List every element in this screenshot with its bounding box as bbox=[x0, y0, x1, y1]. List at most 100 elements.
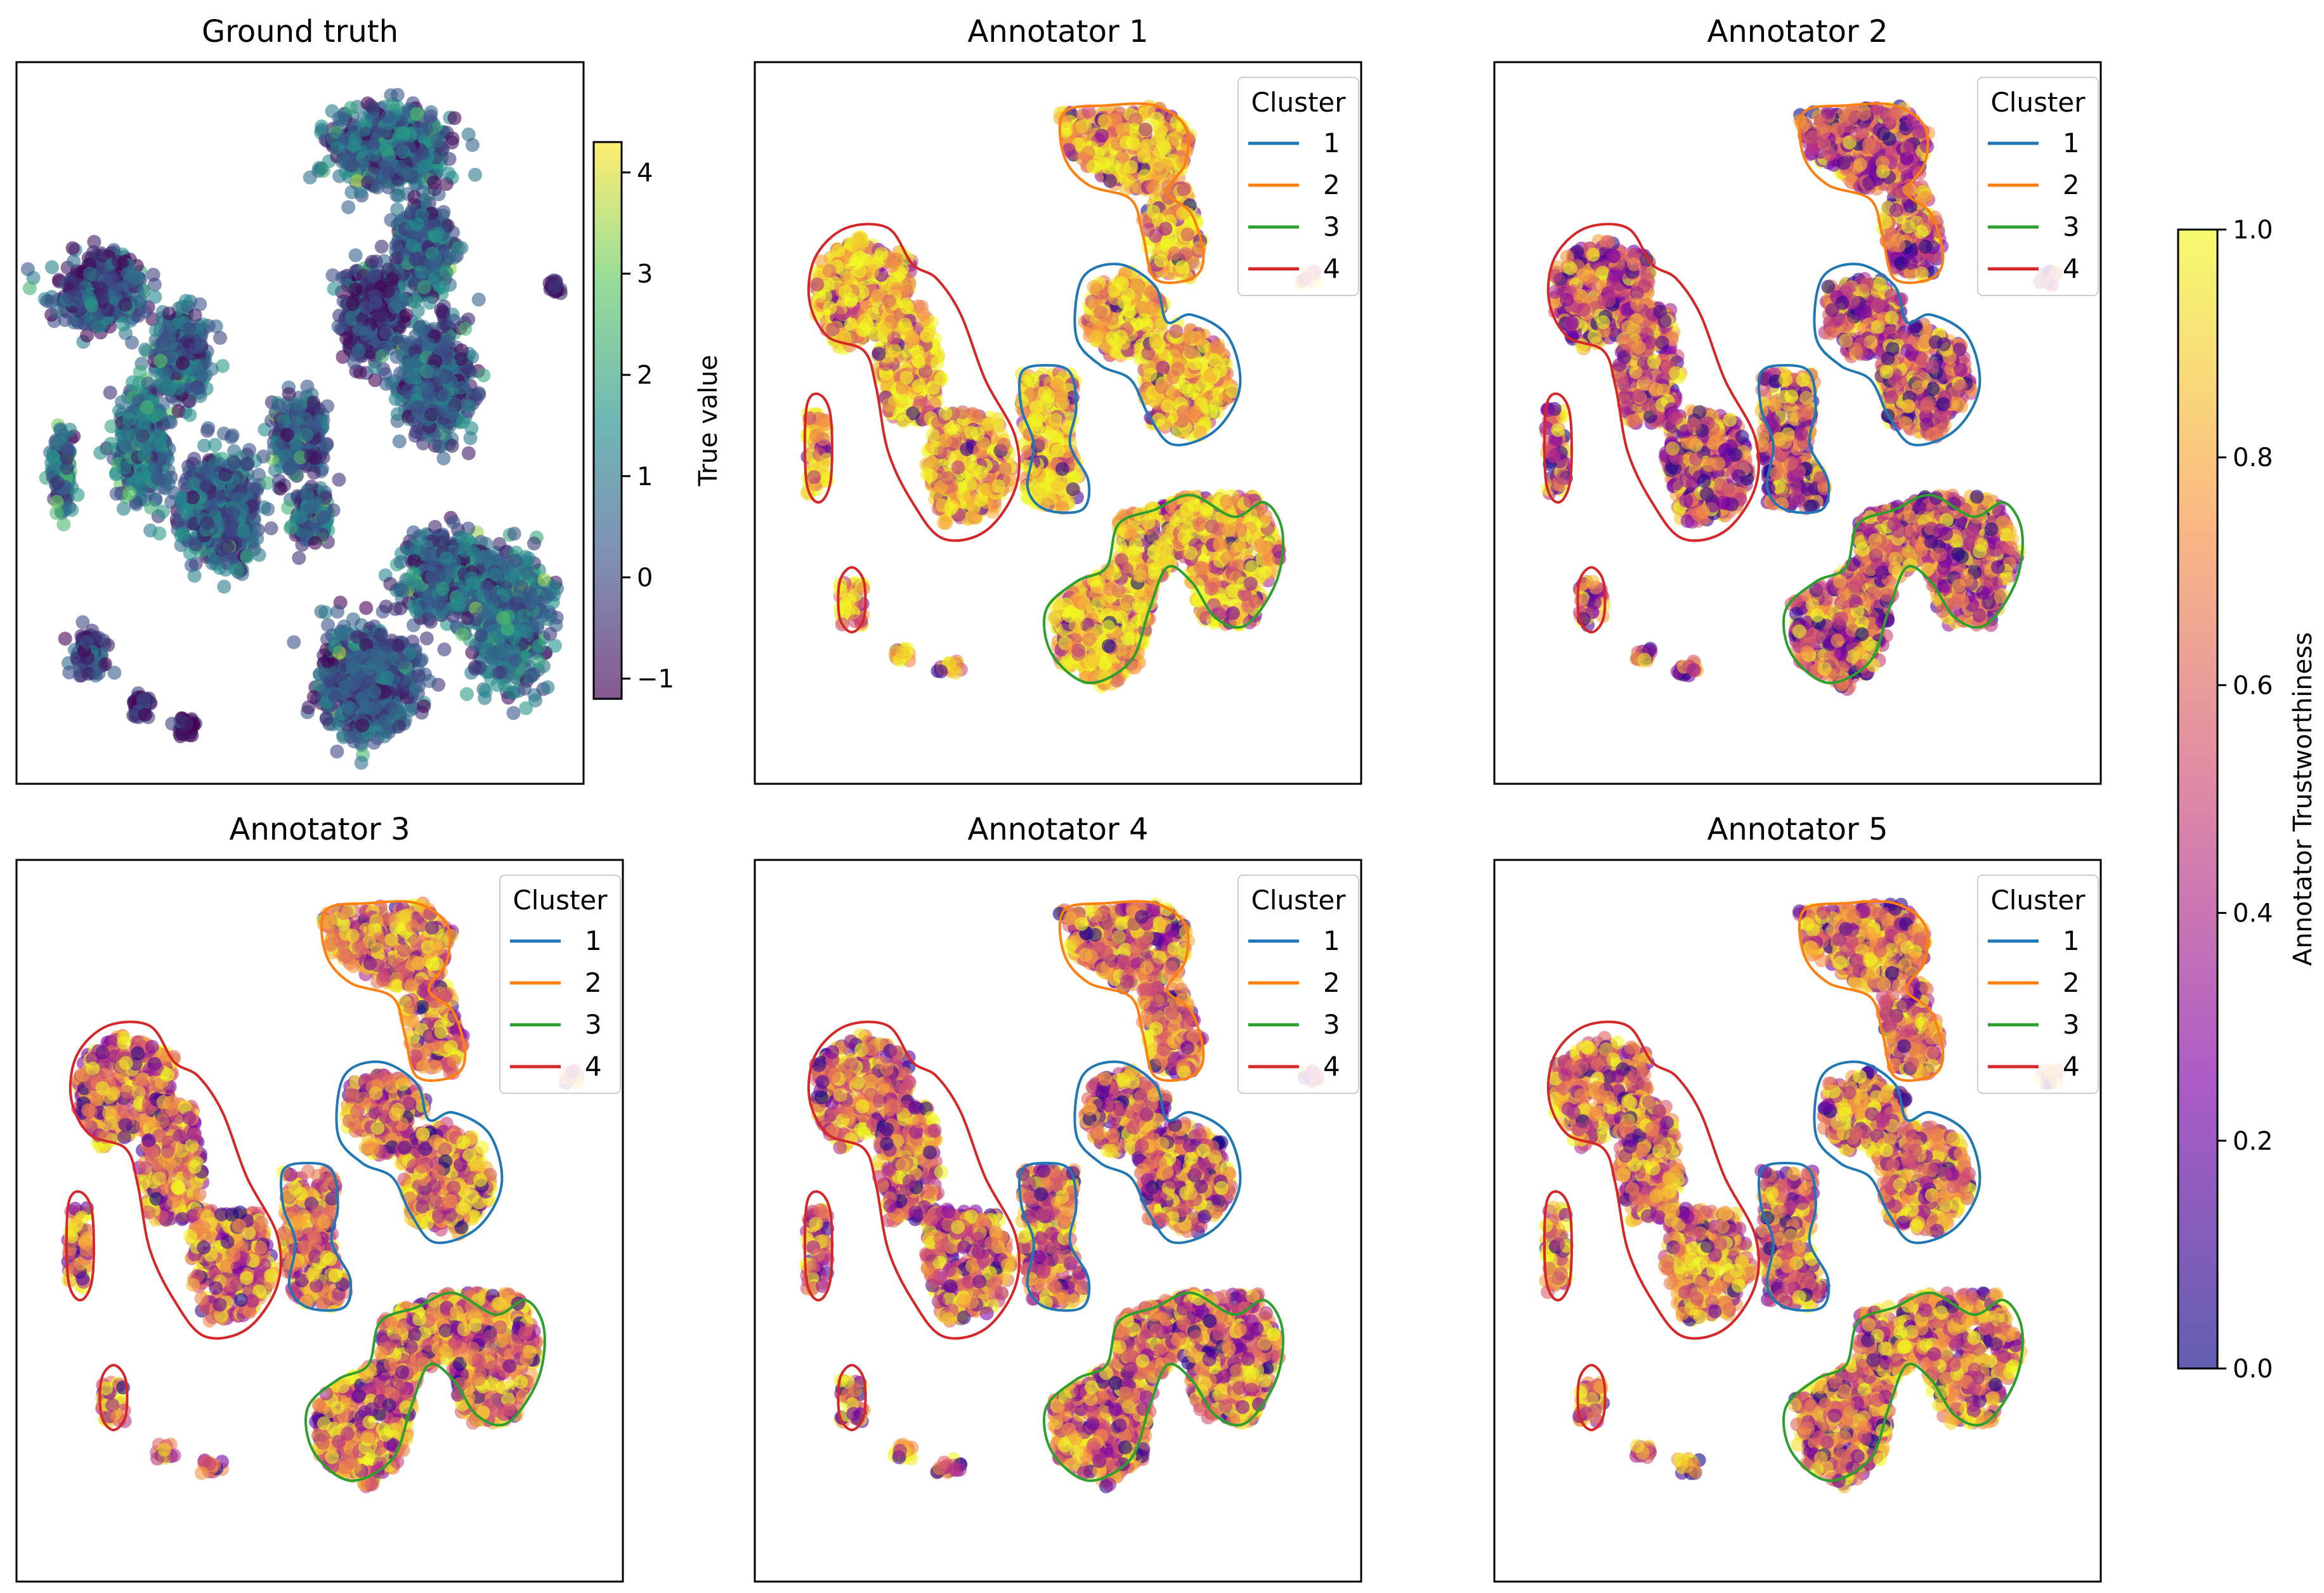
scatter-point bbox=[351, 344, 366, 358]
scatter-point bbox=[391, 188, 406, 203]
scatter-point bbox=[186, 476, 200, 491]
scatter-point bbox=[153, 353, 168, 368]
scatter-point bbox=[468, 167, 483, 182]
scatter-point bbox=[348, 133, 363, 147]
scatter-point bbox=[463, 431, 478, 445]
scatter-point bbox=[417, 280, 431, 294]
scatter-point bbox=[183, 408, 197, 422]
panel-title: Ground truth bbox=[202, 14, 398, 49]
scatter-point bbox=[290, 406, 305, 421]
scatter-point bbox=[344, 101, 358, 115]
scatter-point bbox=[368, 373, 382, 387]
scatter-point bbox=[107, 273, 121, 287]
scatter-point bbox=[116, 502, 131, 516]
scatter-point bbox=[208, 438, 222, 452]
scatter-point bbox=[218, 467, 233, 482]
scatter-point bbox=[62, 500, 77, 514]
scatter-point bbox=[232, 492, 246, 507]
scatter-points bbox=[20, 88, 568, 770]
scatter-point bbox=[22, 281, 37, 296]
scatter-point bbox=[230, 564, 245, 578]
scatter-point bbox=[368, 360, 382, 375]
scatter-point bbox=[171, 381, 186, 396]
scatter-point bbox=[273, 481, 288, 496]
scatter-point bbox=[424, 408, 439, 422]
scatter-point bbox=[220, 540, 235, 554]
scatter-point bbox=[396, 334, 411, 349]
scatter-point bbox=[150, 471, 165, 485]
scatter-point bbox=[454, 240, 469, 255]
scatter-point bbox=[46, 449, 60, 464]
scatter-point bbox=[411, 400, 426, 415]
scatter-point bbox=[205, 502, 219, 516]
scatter-point bbox=[359, 301, 374, 315]
scatter-point bbox=[332, 472, 346, 487]
scatter-point bbox=[471, 292, 486, 307]
scatter-point bbox=[410, 107, 424, 121]
scatter-point bbox=[392, 434, 407, 448]
scatter-point bbox=[126, 375, 140, 389]
scatter-point bbox=[410, 251, 424, 266]
scatter-point bbox=[394, 142, 408, 157]
scatter-point bbox=[415, 145, 429, 160]
scatter-point bbox=[182, 322, 197, 336]
scatter-point bbox=[335, 271, 349, 285]
scatter-point bbox=[153, 438, 167, 452]
scatter-point bbox=[240, 457, 254, 472]
scatter-point bbox=[237, 521, 251, 536]
scatter-point bbox=[303, 170, 317, 185]
scatter-point bbox=[122, 412, 136, 427]
scatter-point bbox=[84, 315, 98, 329]
scatter-point bbox=[112, 255, 126, 270]
scatter-point bbox=[280, 427, 294, 442]
scatter-point bbox=[315, 122, 329, 137]
scatter-point bbox=[146, 268, 160, 282]
scatter-point bbox=[472, 387, 486, 402]
scatter-point bbox=[68, 289, 82, 303]
scatter-point bbox=[458, 322, 473, 336]
scatter-point bbox=[107, 665, 122, 680]
scatter-point bbox=[140, 441, 154, 456]
scatter-point bbox=[186, 382, 200, 396]
scatter-point bbox=[271, 398, 286, 412]
scatter-point bbox=[138, 304, 153, 319]
scatter-point bbox=[200, 479, 214, 493]
scatter-point bbox=[417, 160, 431, 174]
scatter-point bbox=[316, 450, 330, 465]
scatter-point bbox=[441, 166, 456, 181]
scatter-point bbox=[367, 148, 381, 162]
scatter-point bbox=[294, 510, 308, 524]
scatter-point bbox=[390, 88, 405, 102]
scatter-point bbox=[382, 155, 396, 169]
scatter-point bbox=[346, 296, 360, 311]
scatter-point bbox=[441, 334, 455, 348]
scatter-point bbox=[200, 516, 214, 530]
scatter-point bbox=[20, 262, 35, 276]
scatter-point bbox=[240, 550, 254, 564]
scatter-point bbox=[320, 399, 334, 413]
scatter-point bbox=[403, 370, 418, 385]
scatter-point bbox=[389, 252, 403, 266]
scatter-point bbox=[213, 330, 227, 345]
scatter-point bbox=[353, 365, 367, 380]
scatter-point bbox=[442, 152, 457, 166]
scatter-point bbox=[445, 439, 459, 453]
scatter-point bbox=[330, 141, 344, 155]
scatter-point bbox=[79, 635, 94, 649]
scatter-point bbox=[330, 744, 344, 759]
scatter-point bbox=[307, 465, 321, 480]
scatter-point bbox=[368, 126, 382, 140]
scatter-point bbox=[381, 284, 395, 299]
scatter-point bbox=[120, 425, 134, 439]
scatter-point bbox=[138, 708, 152, 722]
scatter-point bbox=[356, 157, 370, 172]
scatter-point bbox=[121, 266, 134, 281]
scatter-point bbox=[421, 337, 436, 351]
scatter-point bbox=[83, 295, 98, 309]
scatter-point bbox=[58, 632, 72, 646]
scatter-point bbox=[65, 241, 80, 256]
scatter-point bbox=[424, 364, 439, 379]
scatter-point bbox=[444, 406, 459, 420]
scatter-point bbox=[385, 272, 400, 287]
scatter-point bbox=[299, 427, 314, 442]
